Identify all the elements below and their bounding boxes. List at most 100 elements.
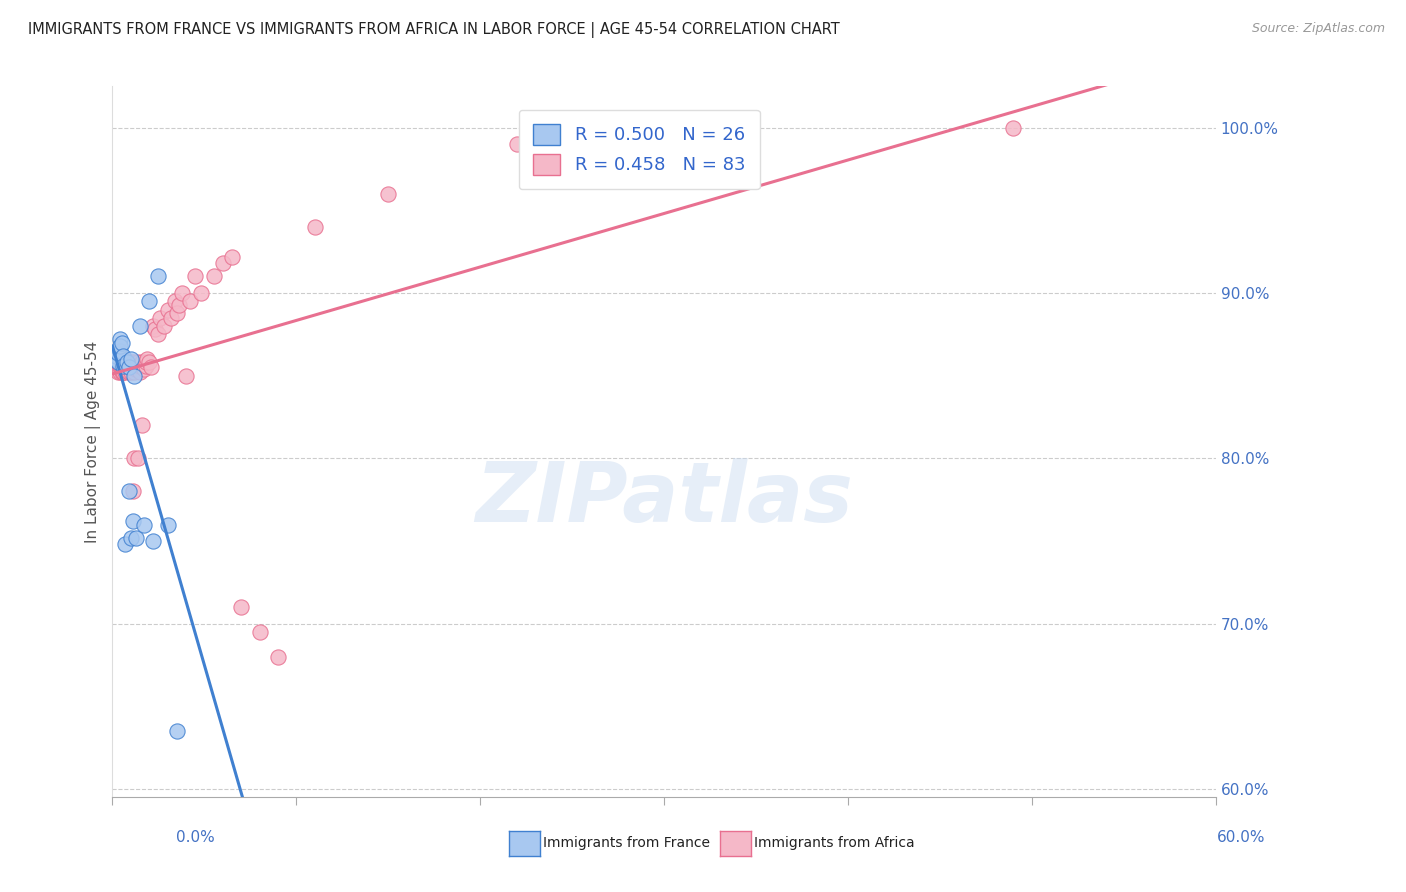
Point (110, 362, 132, 376)
Point (138, 355, 160, 369)
Point (107, 345, 129, 359)
Point (118, 355, 141, 369)
Point (108, 362, 131, 376)
Point (114, 362, 136, 376)
Point (172, 286, 194, 301)
Point (120, 359, 142, 373)
Point (120, 355, 142, 369)
Point (105, 349, 128, 363)
Point (112, 359, 135, 373)
Point (105, 355, 128, 369)
Point (148, 269, 170, 284)
Point (143, 322, 166, 336)
Point (160, 310, 183, 325)
Text: Immigrants from France: Immigrants from France (543, 836, 710, 850)
Point (125, 531, 148, 545)
Point (112, 359, 135, 373)
Point (134, 355, 156, 369)
Point (108, 365, 131, 379)
Point (107, 355, 129, 369)
Point (108, 359, 131, 373)
Point (114, 365, 136, 379)
Point (110, 365, 132, 379)
Point (124, 365, 146, 379)
Point (108, 339, 131, 353)
Point (110, 359, 132, 373)
Point (108, 343, 131, 358)
Point (105, 359, 128, 373)
Point (153, 319, 176, 334)
Point (114, 352, 136, 367)
Point (127, 451, 149, 466)
Point (112, 365, 135, 379)
Point (166, 724, 188, 739)
Point (249, 624, 271, 639)
Point (125, 359, 148, 373)
Point (267, 649, 290, 664)
Point (184, 269, 207, 284)
Text: 0.0%: 0.0% (176, 830, 215, 845)
Point (115, 364, 138, 378)
Point (103, 362, 125, 376)
Y-axis label: In Labor Force | Age 45-54: In Labor Force | Age 45-54 (86, 341, 101, 543)
Point (108, 332, 131, 346)
Point (377, 186, 399, 201)
Point (120, 352, 142, 367)
Text: 60.0%: 60.0% (1218, 830, 1265, 845)
Text: IMMIGRANTS FROM FRANCE VS IMMIGRANTS FROM AFRICA IN LABOR FORCE | AGE 45-54 CORR: IMMIGRANTS FROM FRANCE VS IMMIGRANTS FRO… (28, 22, 839, 38)
Point (221, 250, 243, 264)
Point (118, 360, 141, 375)
Point (103, 352, 125, 367)
Point (131, 355, 153, 369)
Point (129, 365, 152, 379)
Point (118, 365, 141, 379)
Point (124, 359, 146, 373)
Point (138, 294, 160, 309)
Point (118, 359, 141, 373)
Point (118, 484, 141, 499)
Point (134, 359, 156, 373)
Point (108, 355, 131, 369)
Point (202, 269, 225, 284)
Point (142, 534, 165, 549)
Point (304, 219, 326, 234)
Point (229, 600, 252, 615)
Point (136, 352, 159, 367)
Point (156, 302, 179, 317)
Point (107, 359, 129, 373)
Point (115, 359, 138, 373)
Point (179, 294, 201, 309)
Point (131, 418, 153, 433)
Text: ZIPatlas: ZIPatlas (475, 458, 853, 539)
Point (114, 359, 136, 373)
Point (142, 319, 165, 334)
Point (114, 355, 136, 369)
Point (132, 362, 155, 376)
Point (506, 137, 529, 152)
Point (121, 484, 143, 499)
Point (190, 286, 212, 301)
Point (163, 294, 186, 309)
Point (110, 335, 132, 350)
Point (112, 365, 135, 379)
Point (112, 362, 135, 376)
Point (120, 365, 142, 379)
Point (124, 355, 146, 369)
Point (124, 451, 146, 466)
Point (156, 517, 179, 532)
Point (166, 306, 188, 320)
Point (115, 355, 138, 369)
Point (121, 359, 143, 373)
Point (103, 359, 125, 373)
Legend: R = 0.500   N = 26, R = 0.458   N = 83: R = 0.500 N = 26, R = 0.458 N = 83 (519, 110, 759, 189)
Point (211, 256, 233, 270)
Text: Source: ZipAtlas.com: Source: ZipAtlas.com (1251, 22, 1385, 36)
Point (120, 531, 142, 545)
Point (110, 355, 132, 369)
Point (124, 368, 146, 383)
Point (129, 359, 152, 373)
Point (132, 517, 155, 532)
Point (1002, 120, 1025, 135)
Point (114, 537, 136, 551)
Point (115, 357, 138, 371)
